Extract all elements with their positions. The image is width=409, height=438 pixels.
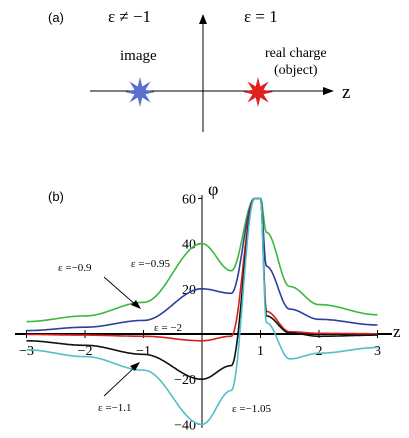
y-tick-label: 40 xyxy=(182,238,196,253)
series-line-2 xyxy=(26,197,378,342)
series-line-3 xyxy=(26,197,378,380)
panel-a-z-label: z xyxy=(342,82,350,103)
x-tick-label: −3 xyxy=(19,344,34,359)
panel-b-label: (b) xyxy=(48,189,64,204)
y-tick-label: −40 xyxy=(174,418,196,433)
x-tick-label: 3 xyxy=(374,344,381,359)
image-label: image xyxy=(120,48,157,64)
x-tick-label: −1 xyxy=(136,344,151,359)
z-axis-label: z xyxy=(393,322,401,341)
annotation-eps-m1.05: ε =−1.05 xyxy=(232,403,272,415)
annotation-arrowhead-eps-m0.9 xyxy=(131,300,141,309)
series-line-1 xyxy=(26,197,378,332)
y-tick-label: 60 xyxy=(182,192,196,207)
annotation-arrow-eps-m1.1 xyxy=(103,365,137,397)
y-tick-label: −20 xyxy=(174,373,196,388)
panel-a-label: (a) xyxy=(48,10,64,25)
annotation-arrow-eps-m0.9 xyxy=(103,276,138,307)
annotation-eps-m1.1: ε =−1.1 xyxy=(98,402,132,414)
panel-a-z-arrow xyxy=(323,87,334,95)
real-charge-label: real charge xyxy=(265,46,327,61)
real-charge-star-icon xyxy=(243,77,273,107)
annotation-arrowhead-eps-m1.1 xyxy=(130,362,140,371)
phi-axis-label: φ xyxy=(208,179,218,199)
object-label: (object) xyxy=(274,63,318,78)
annotation-eps-m2: ε = −2 xyxy=(154,322,182,334)
eps-right-label: ε = 1 xyxy=(244,7,278,26)
panel-a-vertical-arrow xyxy=(199,14,207,24)
annotation-eps-m0.95: ε =−0.95 xyxy=(131,258,171,270)
annotation-eps-m0.9: ε =−0.9 xyxy=(58,262,92,274)
panel-a: (a) ε ≠ −1 ε = 1 z image real charge (ob… xyxy=(48,7,350,132)
x-tick-label: 2 xyxy=(316,344,323,359)
x-tick-label: 1 xyxy=(257,344,264,359)
curve-group xyxy=(26,197,378,426)
eps-left-label: ε ≠ −1 xyxy=(108,7,151,26)
series-line-0 xyxy=(26,197,378,323)
image-charge-star-icon xyxy=(125,77,155,107)
series-line-4 xyxy=(26,197,378,426)
x-tick-label: −2 xyxy=(78,344,93,359)
